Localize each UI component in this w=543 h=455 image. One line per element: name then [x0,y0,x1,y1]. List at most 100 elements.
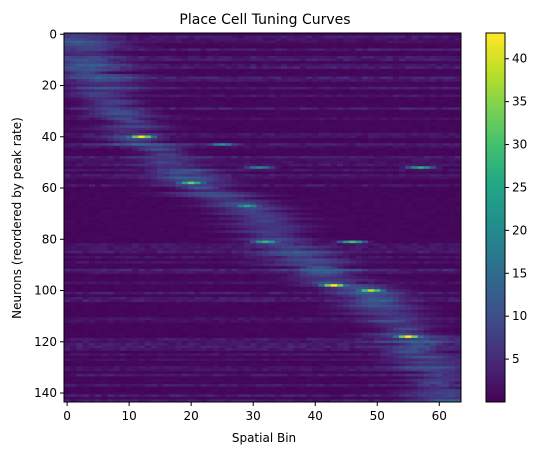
heatmap-cell [361,166,369,170]
heatmap-cell [429,186,437,190]
heatmap-cell [274,35,282,39]
heatmap-cell [324,220,332,224]
heatmap-cell [429,56,437,60]
heatmap-cell [398,140,406,144]
heatmap-cell [367,179,375,183]
heatmap-cell [380,127,387,131]
heatmap-cell [349,173,356,177]
heatmap-cell [188,207,195,211]
heatmap-cell [417,173,425,177]
heatmap-cell [330,81,338,85]
heatmap-cell [355,184,363,188]
heatmap-cell [194,61,201,65]
heatmap-cell [144,199,152,203]
heatmap-cell [243,158,251,162]
heatmap-cell [95,125,102,129]
heatmap-cell [64,71,71,75]
heatmap-cell [318,56,325,60]
heatmap-cell [374,71,381,75]
heatmap-cell [411,84,418,88]
heatmap-cell [188,109,195,113]
heatmap-cell [262,173,270,177]
heatmap-cell [70,143,77,147]
heatmap-cell [318,217,325,221]
heatmap-cell [423,132,431,136]
heatmap-cell [95,156,102,159]
heatmap-cell [250,122,257,126]
heatmap-cell [250,68,257,72]
heatmap-cell [343,176,350,180]
heatmap-cell [231,125,239,129]
heatmap-cell [169,122,177,126]
heatmap-cell [324,107,332,111]
heatmap-cell [398,91,406,95]
heatmap-cell [243,207,251,211]
heatmap-cell [256,204,263,208]
heatmap-cell [293,153,301,157]
heatmap-cell [367,150,375,154]
heatmap-cell [374,204,381,208]
heatmap-cell [82,179,90,183]
heatmap-cell [70,102,77,106]
heatmap-cell [126,191,133,195]
heatmap-cell [175,97,183,101]
heatmap-cell [206,209,214,213]
heatmap-cell [256,127,263,131]
heatmap-cell [318,225,325,229]
heatmap-cell [411,173,418,177]
heatmap-cell [429,99,437,103]
heatmap-cell [361,209,369,213]
heatmap-cell [380,230,387,234]
heatmap-cell [398,181,406,185]
heatmap-cell [281,94,288,98]
heatmap-cell [70,117,77,121]
heatmap-cell [212,94,220,98]
heatmap-cell [436,161,443,165]
heatmap-cell [330,150,338,154]
heatmap-cell [349,107,356,111]
heatmap-cell [442,222,449,226]
heatmap-cell [219,207,226,211]
heatmap-cell [287,207,294,211]
heatmap-cell [212,199,220,203]
heatmap-cell [448,212,456,216]
heatmap-cell [219,143,226,147]
heatmap-cell [64,232,71,236]
heatmap-cell [256,89,263,93]
heatmap-cell [349,122,356,126]
heatmap-cell [423,107,431,111]
heatmap-cell [293,176,301,180]
heatmap-cell [336,33,344,36]
heatmap-cell [126,173,133,177]
heatmap-cell [398,120,406,124]
heatmap-cell [250,227,257,231]
heatmap-cell [386,156,394,159]
heatmap-cell [417,50,425,54]
heatmap-cell [355,166,363,170]
heatmap-cell [405,48,412,52]
heatmap-cell [405,148,412,152]
heatmap-cell [324,173,332,177]
heatmap-cell [119,76,127,80]
heatmap-cell [225,214,232,218]
heatmap-cell [380,89,387,93]
heatmap-cell [119,209,127,213]
heatmap-cell [262,171,270,175]
heatmap-cell [411,222,418,226]
heatmap-cell [361,197,369,200]
heatmap-cell [126,127,133,131]
heatmap-cell [231,204,239,208]
heatmap-cell [225,127,232,131]
heatmap-cell [175,76,183,80]
heatmap-cell [107,58,115,62]
heatmap-cell [126,102,133,106]
heatmap-cell [163,102,170,106]
heatmap-cell [367,99,375,103]
heatmap-cell [70,176,77,180]
heatmap-cell [330,127,338,131]
heatmap-cell [361,66,369,70]
heatmap-cell [194,79,201,83]
heatmap-cell [150,150,158,154]
heatmap-cell [411,127,418,131]
heatmap-cell [113,125,121,129]
